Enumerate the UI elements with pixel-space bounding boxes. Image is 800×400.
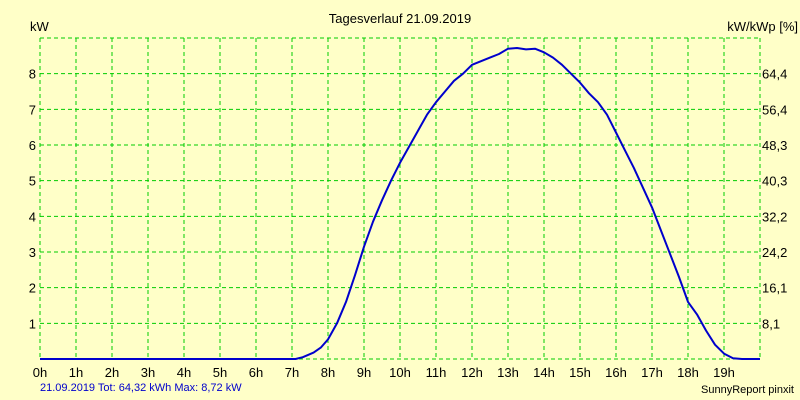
x-tick-label: 4h: [177, 365, 191, 380]
plot-frame: [39, 37, 761, 360]
y-tick-label-left: 1: [29, 316, 36, 331]
daily-summary: 21.09.2019 Tot: 64,32 kWh Max: 8,72 kW: [40, 382, 242, 394]
y-tick-label-left: 7: [29, 102, 36, 117]
y-tick-label-right: 64,4: [762, 67, 787, 82]
x-tick-label: 18h: [677, 365, 699, 380]
series-layer: [40, 47, 760, 360]
y-tick-labels-left: 1 2 3 4 5 6 7 8: [29, 67, 36, 332]
x-tick-labels: 0h 1h 2h 3h 4h 5h 6h 7h 8h 9h 10h 11h 12h 13h 14h 15h 16…: [33, 365, 735, 380]
x-tick-label: 7h: [285, 365, 299, 380]
x-tick-label: 6h: [249, 365, 263, 380]
y-tick-label-left: 2: [29, 281, 36, 296]
x-tick-label: 14h: [533, 365, 555, 380]
y-tick-label-left: 8: [29, 67, 36, 82]
power-series-line: [40, 47, 760, 360]
y-tick-label-right: 48,3: [762, 138, 787, 153]
x-tick-label: 12h: [461, 365, 483, 380]
x-tick-label: 11h: [426, 365, 447, 380]
x-tick-label: 15h: [569, 365, 591, 380]
y-tick-label-right: 16,1: [762, 281, 787, 296]
grid-lines: [40, 38, 760, 359]
y-tick-label-left: 5: [29, 174, 36, 189]
x-tick-label: 2h: [105, 365, 119, 380]
x-tick-label: 17h: [641, 365, 663, 380]
credit-label: SunnyReport pinxit: [701, 384, 794, 396]
y-tick-label-right: 8,1: [762, 316, 780, 331]
y-tick-label-right: 32,2: [762, 209, 787, 224]
x-tick-label: 16h: [605, 365, 627, 380]
x-tick-label: 13h: [497, 365, 519, 380]
y-tick-label-left: 3: [29, 245, 36, 260]
y-tick-label-right: 24,2: [762, 245, 787, 260]
x-tick-label: 5h: [213, 365, 227, 380]
x-tick-label: 1h: [69, 365, 83, 380]
x-tick-label: 19h: [713, 365, 735, 380]
y-axis-left-label: kW: [30, 19, 50, 34]
x-tick-label: 3h: [141, 365, 155, 380]
y-axis-right-label: kW/kWp [%]: [727, 19, 798, 34]
y-tick-label-right: 40,3: [762, 174, 787, 189]
y-tick-label-left: 6: [29, 138, 36, 153]
x-tick-label: 8h: [321, 365, 335, 380]
x-tick-label: 9h: [357, 365, 371, 380]
x-tick-label: 10h: [389, 365, 411, 380]
y-tick-label-left: 4: [29, 209, 36, 224]
y-tick-label-right: 56,4: [762, 102, 787, 117]
chart-title: Tagesverlauf 21.09.2019: [329, 11, 471, 26]
x-tick-label: 0h: [33, 365, 47, 380]
y-tick-labels-right: 8,1 16,1 24,2 32,2 40,3 48,3 56,4 64,4: [762, 67, 787, 332]
